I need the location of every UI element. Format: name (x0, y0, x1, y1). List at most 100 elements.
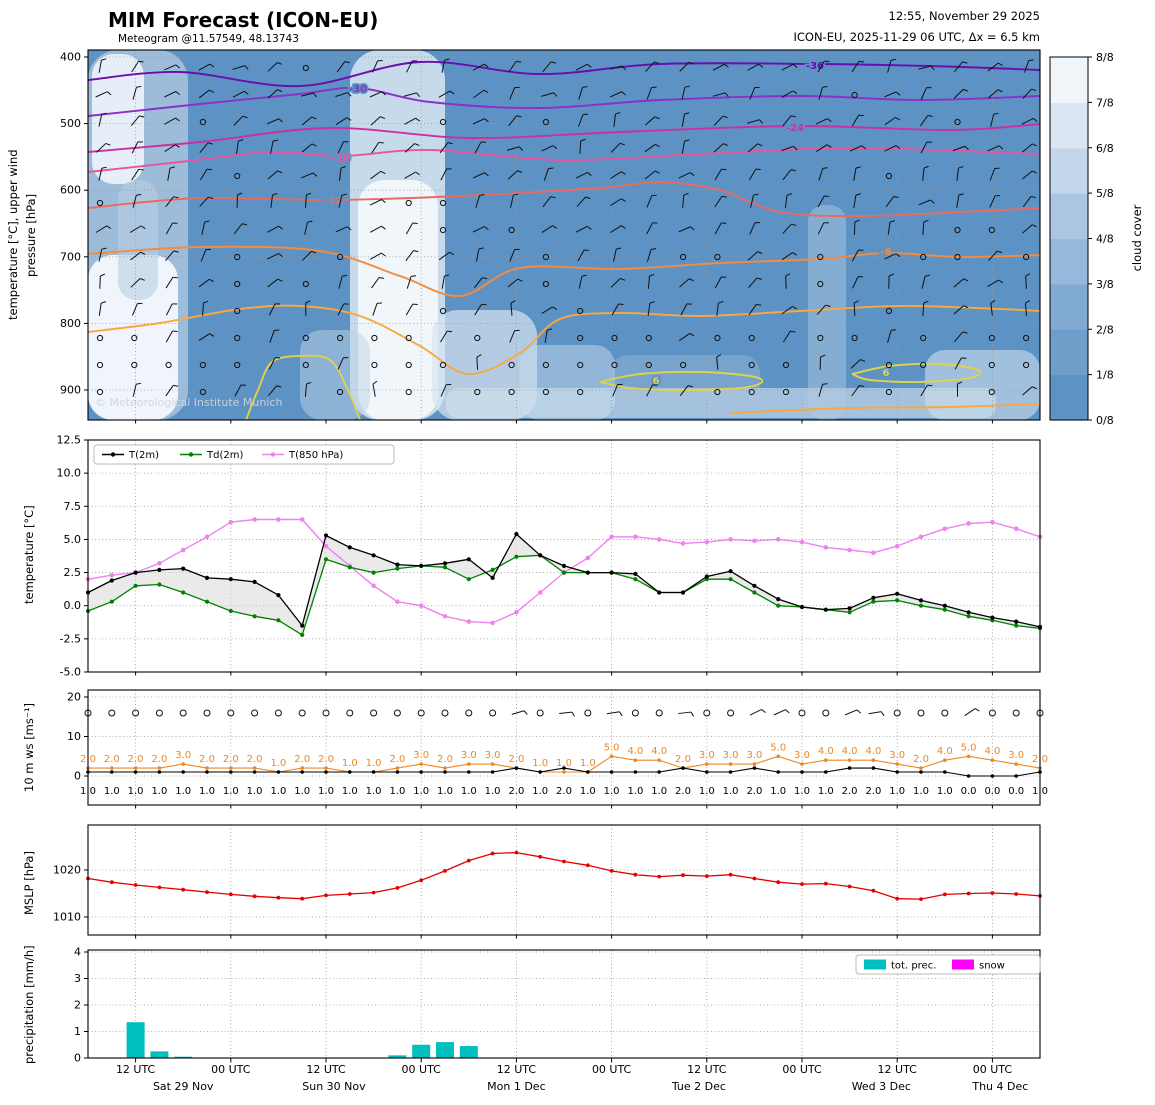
svg-text:4.0: 4.0 (984, 746, 1000, 757)
svg-text:2.0: 2.0 (199, 754, 215, 765)
svg-text:1.0: 1.0 (699, 786, 715, 797)
svg-text:1.0: 1.0 (413, 786, 429, 797)
svg-text:2: 2 (74, 999, 81, 1012)
svg-text:5/8: 5/8 (1096, 187, 1114, 200)
x-axis-labels: 12 UTC 00 UTC 12 UTC 00 UTC 12 UTC 00 UTC 12 U… (116, 1058, 1028, 1093)
svg-text:20: 20 (67, 691, 81, 704)
svg-text:-30: -30 (349, 84, 367, 95)
svg-text:-36: -36 (806, 61, 824, 72)
svg-text:1.0: 1.0 (818, 786, 834, 797)
svg-text:1.0: 1.0 (794, 786, 810, 797)
watermark: © Meteorological Institute Munich (95, 396, 283, 409)
svg-text:2.0: 2.0 (128, 754, 144, 765)
svg-text:1.0: 1.0 (247, 786, 263, 797)
svg-text:2.0: 2.0 (508, 786, 524, 797)
svg-text:Wed 3 Dec: Wed 3 Dec (852, 1080, 911, 1093)
svg-text:1/8: 1/8 (1096, 369, 1114, 382)
svg-text:1.0: 1.0 (770, 786, 786, 797)
svg-text:00 UTC: 00 UTC (211, 1063, 251, 1076)
svg-text:0: 0 (74, 1052, 81, 1065)
svg-text:1: 1 (74, 1025, 81, 1038)
svg-text:1.0: 1.0 (485, 786, 501, 797)
svg-text:12 UTC: 12 UTC (497, 1063, 537, 1076)
svg-text:3.0: 3.0 (175, 750, 191, 761)
svg-text:Td(2m): Td(2m) (206, 450, 243, 461)
svg-text:5.0: 5.0 (961, 742, 977, 753)
svg-text:5.0: 5.0 (64, 533, 82, 546)
svg-text:2.0: 2.0 (746, 786, 762, 797)
svg-text:2/8: 2/8 (1096, 323, 1114, 336)
svg-text:Thu 4 Dec: Thu 4 Dec (971, 1080, 1028, 1093)
svg-text:4: 4 (74, 946, 81, 959)
svg-text:1.0: 1.0 (366, 786, 382, 797)
svg-text:Sat 29 Nov: Sat 29 Nov (153, 1080, 214, 1093)
svg-text:900: 900 (60, 384, 81, 397)
svg-text:0.0: 0.0 (64, 599, 82, 612)
svg-text:400: 400 (60, 51, 81, 64)
precipitation-panel: 0 1 2 3 4 tot. prec. snow (74, 946, 1041, 1065)
svg-text:4.0: 4.0 (818, 746, 834, 757)
svg-text:500: 500 (60, 117, 81, 130)
svg-text:6: 6 (653, 376, 660, 387)
svg-text:3.0: 3.0 (485, 750, 501, 761)
svg-text:3/8: 3/8 (1096, 278, 1114, 291)
svg-text:3.0: 3.0 (746, 750, 762, 761)
svg-text:1.0: 1.0 (937, 786, 953, 797)
svg-text:1.0: 1.0 (223, 786, 239, 797)
svg-text:7.5: 7.5 (64, 500, 82, 513)
svg-text:2.0: 2.0 (508, 754, 524, 765)
svg-text:2.0: 2.0 (675, 786, 691, 797)
svg-text:3.0: 3.0 (699, 750, 715, 761)
svg-text:2.0: 2.0 (247, 754, 263, 765)
svg-text:5.0: 5.0 (604, 742, 620, 753)
svg-text:12 UTC: 12 UTC (306, 1063, 346, 1076)
model-run-info: ICON-EU, 2025-11-29 06 UTC, Δx = 6.5 km (793, 30, 1040, 44)
svg-text:1.0: 1.0 (580, 786, 596, 797)
svg-text:2.0: 2.0 (223, 754, 239, 765)
mslp-panel: 1010 1020 (53, 824, 1042, 939)
svg-text:0.0: 0.0 (1008, 786, 1024, 797)
svg-text:2.0: 2.0 (389, 754, 405, 765)
temperature-panel: 12.510.07.55.02.50.0-2.5-5.0T(2m) Td(2m) T… (57, 434, 1043, 679)
svg-text:1.0: 1.0 (532, 786, 548, 797)
svg-text:1.0: 1.0 (342, 786, 358, 797)
svg-text:cloud cover: cloud cover (1130, 204, 1144, 271)
svg-text:-2.5: -2.5 (60, 632, 81, 645)
svg-text:1.0: 1.0 (889, 786, 905, 797)
page-title: MIM Forecast (ICON-EU) (108, 8, 379, 32)
svg-text:10: 10 (67, 730, 81, 743)
svg-text:12 UTC: 12 UTC (116, 1063, 156, 1076)
svg-text:3.0: 3.0 (461, 750, 477, 761)
svg-text:3.0: 3.0 (723, 750, 739, 761)
svg-text:1.0: 1.0 (342, 758, 358, 769)
svg-text:1.0: 1.0 (723, 786, 739, 797)
wind-panel: 2.0 2.0 2.0 2.0 3.0 2.0 2.0 2.0 1.0 2.0 2.0 1.0 1.0 2… (67, 689, 1048, 809)
svg-text:1020: 1020 (53, 864, 81, 877)
svg-text:3.0: 3.0 (794, 750, 810, 761)
svg-text:Tue 2 Dec: Tue 2 Dec (671, 1080, 726, 1093)
svg-text:2.0: 2.0 (318, 754, 334, 765)
svg-text:2.0: 2.0 (437, 754, 453, 765)
svg-text:1.0: 1.0 (437, 786, 453, 797)
svg-text:1.0: 1.0 (604, 786, 620, 797)
svg-text:1.0: 1.0 (532, 758, 548, 769)
svg-text:12 UTC: 12 UTC (687, 1063, 727, 1076)
svg-text:2.0: 2.0 (865, 786, 881, 797)
svg-text:tot. prec.: tot. prec. (891, 961, 936, 972)
svg-text:4.0: 4.0 (651, 746, 667, 757)
svg-text:4.0: 4.0 (865, 746, 881, 757)
svg-text:1.0: 1.0 (627, 786, 643, 797)
svg-text:2.0: 2.0 (913, 754, 929, 765)
mean-ws-value-labels: 1.0 1.0 1.0 1.0 1.0 1.0 1.0 1.0 1.0 1.0 1.0 1.0 1.0 1… (80, 786, 1048, 797)
precip-bars (126, 1022, 502, 1058)
svg-text:10.0: 10.0 (57, 467, 82, 480)
svg-text:1.0: 1.0 (151, 786, 167, 797)
svg-text:1.0: 1.0 (461, 786, 477, 797)
svg-text:-24: -24 (786, 123, 804, 134)
svg-text:2.0: 2.0 (151, 754, 167, 765)
svg-text:3.0: 3.0 (889, 750, 905, 761)
cloud-shading (88, 50, 1040, 420)
svg-text:1.0: 1.0 (199, 786, 215, 797)
svg-text:1.0: 1.0 (270, 758, 286, 769)
